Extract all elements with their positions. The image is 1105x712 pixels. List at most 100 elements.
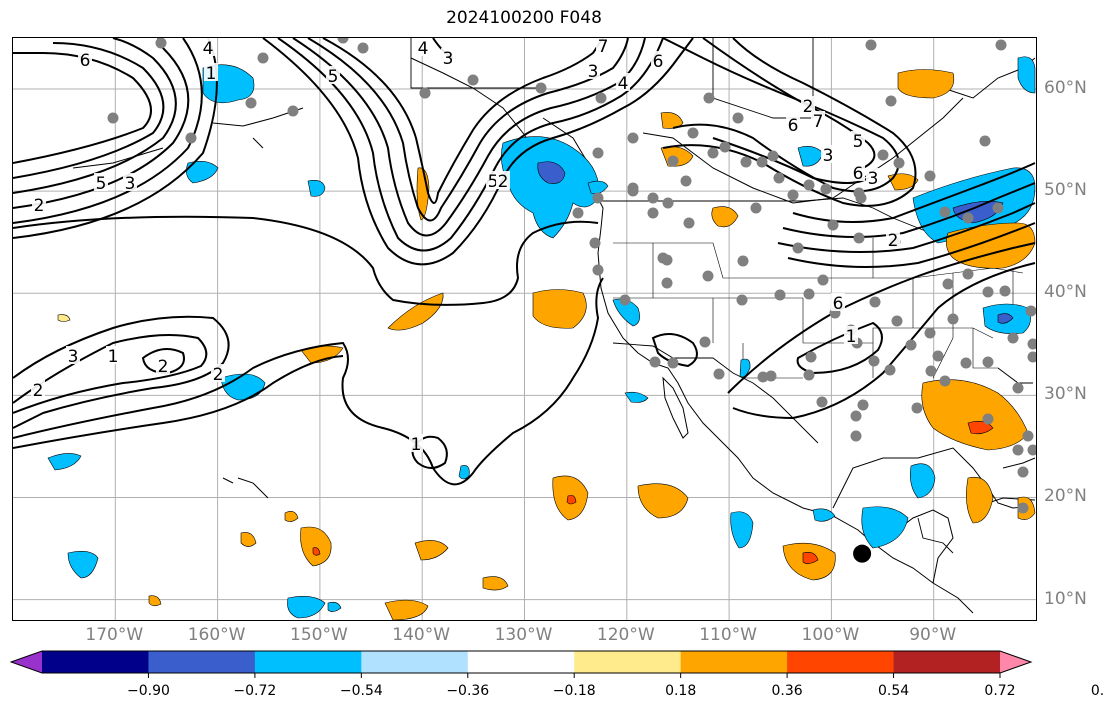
station-dot — [649, 356, 661, 368]
station-dot — [962, 268, 974, 280]
station-dot — [767, 150, 779, 162]
lon-label: 120°W — [596, 625, 655, 645]
station-dot — [855, 192, 867, 204]
colorbar-tick-label: 0.72 — [984, 683, 1016, 699]
contour-label-bg — [94, 173, 108, 191]
station-dot — [185, 132, 197, 144]
contour-label: 6 — [80, 51, 91, 71]
blue-region — [307, 180, 326, 197]
lon-label: 130°W — [494, 625, 553, 645]
station-dot — [702, 270, 714, 282]
station-dot — [792, 242, 804, 254]
orange-region — [416, 167, 430, 221]
colorbar-tick-label: 0.54 — [877, 683, 910, 699]
station-dot — [820, 183, 832, 195]
colorbar-extend-low — [11, 651, 42, 673]
contour-label: 2 — [213, 365, 224, 385]
orange-region — [946, 222, 1036, 269]
station-dot — [850, 410, 862, 422]
station-dot — [699, 336, 711, 348]
station-dot — [719, 141, 731, 153]
colorbar-tick-label: −0.54 — [339, 683, 383, 699]
lat-label: 30°N — [1044, 384, 1087, 405]
contour-label: 3 — [868, 169, 879, 189]
orange-region — [966, 476, 994, 524]
contour-label-bg — [204, 63, 218, 81]
colorbar-segment — [254, 651, 362, 673]
station-dot — [680, 175, 692, 187]
colorbar-segment — [148, 651, 256, 673]
station-dot — [732, 112, 744, 124]
lon-label: 160°W — [187, 625, 246, 645]
station-dot — [1017, 466, 1029, 478]
contour-label-bg — [441, 48, 455, 66]
contour-label-bg — [586, 61, 600, 79]
colorbar-tick-label: 0.90 — [1090, 683, 1105, 699]
station-dot — [647, 207, 659, 219]
station-dot — [257, 52, 269, 64]
station-dot — [619, 294, 631, 306]
contour-label: 3 — [125, 174, 136, 194]
red-core — [802, 552, 819, 564]
orange-region — [284, 511, 299, 522]
lon-label: 170°W — [85, 625, 144, 645]
contour-label: 7 — [813, 112, 824, 132]
station-dot — [939, 375, 951, 387]
station-dot — [1007, 332, 1019, 344]
station-dot — [774, 289, 786, 301]
colorbar-tick-label: −0.36 — [446, 683, 490, 699]
station-dot — [885, 95, 897, 107]
station-dot — [245, 97, 257, 109]
blue-region — [812, 508, 836, 522]
blue-region — [287, 596, 326, 619]
blue-region — [1017, 56, 1036, 94]
station-dot — [703, 92, 715, 104]
contour-label: 1 — [206, 64, 217, 84]
contour-label: 1 — [846, 327, 857, 347]
station-dot — [982, 286, 994, 298]
colorbar-tick-label: −0.72 — [233, 683, 277, 699]
orange-region — [660, 112, 684, 129]
contour-label-bg — [211, 364, 225, 382]
location-marker — [853, 544, 872, 563]
colorbar-tick-label: −0.18 — [552, 683, 596, 699]
station-dot — [467, 74, 479, 86]
orange-region — [887, 173, 919, 191]
contour-label-bg — [596, 38, 610, 54]
blue-region — [730, 511, 754, 549]
station-dot — [884, 364, 896, 376]
station-dot — [925, 365, 937, 377]
station-dot — [857, 399, 869, 411]
contour-label: 3 — [443, 49, 454, 69]
station-dot — [853, 232, 865, 244]
map-title: 2024100200 F048 — [446, 8, 602, 28]
contour-label: 2 — [158, 357, 169, 377]
station-dot — [1027, 351, 1036, 363]
contour-label-bg — [78, 50, 92, 68]
contour-label: 6 — [853, 164, 864, 184]
blue-region — [327, 601, 342, 612]
station-dot — [911, 402, 923, 414]
colorbar — [10, 650, 1033, 678]
contour-label-bg — [416, 38, 430, 56]
contour-label: 3 — [588, 62, 599, 82]
orange-region — [300, 526, 332, 567]
station-dot — [661, 277, 673, 289]
station-dot — [979, 135, 991, 147]
blue-region — [186, 161, 219, 184]
lat-label: 60°N — [1044, 78, 1087, 99]
station-dot — [817, 274, 829, 286]
contour-label-bg — [409, 434, 423, 452]
red-core — [312, 547, 321, 556]
station-dot — [535, 82, 547, 94]
station-dot — [982, 413, 994, 425]
station-dot — [107, 112, 119, 124]
station-dot — [337, 38, 349, 44]
station-dot — [995, 39, 1007, 51]
contour-label: 3 — [823, 146, 834, 166]
colorbar-segment — [893, 651, 1001, 673]
station-dot — [683, 217, 695, 229]
station-dot — [736, 294, 748, 306]
contour-label-bg — [66, 346, 80, 364]
